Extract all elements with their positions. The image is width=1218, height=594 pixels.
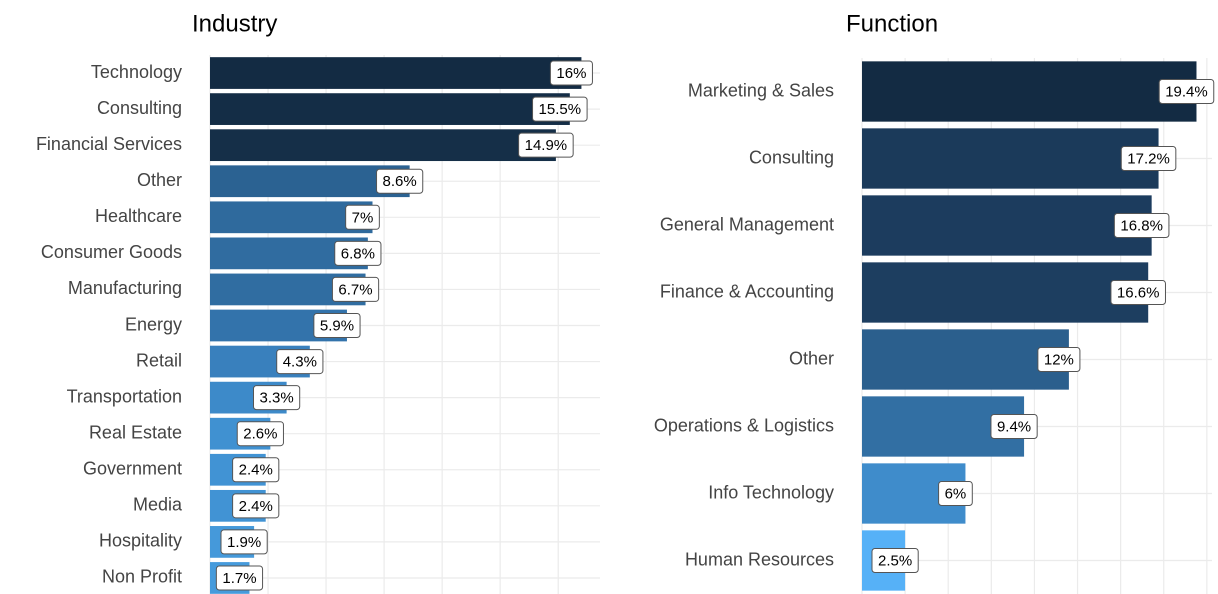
value-label: 1.7% xyxy=(222,570,256,587)
value-label: 17.2% xyxy=(1127,150,1170,167)
y-tick-label: Consulting xyxy=(97,98,182,118)
value-label-box xyxy=(232,457,280,483)
y-tick-label: Human Resources xyxy=(685,549,834,569)
y-tick-label: Consulting xyxy=(749,147,834,167)
y-tick-label: Transportation xyxy=(67,386,182,406)
value-label: 16% xyxy=(556,65,586,82)
y-tick-label: Other xyxy=(789,348,834,368)
value-label-box xyxy=(253,385,301,411)
value-label: 19.4% xyxy=(1165,83,1208,100)
value-label-box xyxy=(518,132,574,158)
value-label-box xyxy=(313,313,361,338)
value-label-box xyxy=(1113,213,1170,238)
y-tick-label: Retail xyxy=(136,350,182,370)
y-tick-label: Energy xyxy=(125,314,182,334)
bar xyxy=(210,93,570,125)
bar xyxy=(862,329,1069,390)
bar xyxy=(862,262,1149,323)
bar xyxy=(862,61,1197,122)
y-tick-label: Real Estate xyxy=(89,422,182,442)
value-label-box xyxy=(276,349,324,375)
y-tick-label: Finance & Accounting xyxy=(660,281,834,301)
value-label: 2.5% xyxy=(878,552,912,569)
value-label: 7% xyxy=(352,209,374,226)
value-label-box xyxy=(1037,347,1081,372)
value-label: 8.6% xyxy=(383,173,417,190)
value-label-box xyxy=(1158,79,1215,104)
y-tick-label: Technology xyxy=(91,62,182,82)
y-tick-label: Operations & Logistics xyxy=(654,415,834,435)
value-label-box xyxy=(345,204,380,230)
value-label-box xyxy=(549,60,593,86)
y-tick-label: Info Technology xyxy=(708,482,834,502)
value-label: 5.9% xyxy=(320,317,354,334)
chart-title: Function xyxy=(846,10,938,37)
y-tick-label: Media xyxy=(133,495,183,515)
y-tick-label: Healthcare xyxy=(95,206,182,226)
y-tick-label: Government xyxy=(83,459,182,479)
value-label-box xyxy=(1110,280,1166,305)
value-label: 4.3% xyxy=(283,354,317,371)
y-tick-label: Consumer Goods xyxy=(41,242,182,262)
value-label: 2.6% xyxy=(243,426,277,443)
value-label-box xyxy=(334,240,382,266)
value-label-box xyxy=(1120,146,1177,171)
value-label-box xyxy=(376,168,424,194)
chart-title: Industry xyxy=(192,10,277,37)
bar xyxy=(862,128,1159,189)
y-tick-label: General Management xyxy=(660,214,834,234)
value-label: 3.3% xyxy=(260,390,294,407)
value-label-box xyxy=(220,529,268,555)
bar xyxy=(210,57,582,89)
bar xyxy=(862,195,1152,256)
value-label: 6.7% xyxy=(338,281,372,298)
value-label-box xyxy=(871,548,919,573)
value-label-box xyxy=(236,421,284,447)
y-tick-label: Manufacturing xyxy=(68,278,182,298)
y-tick-label: Financial Services xyxy=(36,134,182,154)
value-label: 16.6% xyxy=(1117,284,1160,301)
value-label: 14.9% xyxy=(525,137,568,154)
value-label: 1.9% xyxy=(227,534,261,551)
value-label: 16.8% xyxy=(1120,217,1163,234)
value-label: 9.4% xyxy=(997,418,1031,435)
value-label: 6.8% xyxy=(341,245,375,262)
value-label-box xyxy=(990,414,1038,439)
value-label: 15.5% xyxy=(539,101,582,118)
value-label-box xyxy=(938,481,973,506)
value-label: 2.4% xyxy=(239,498,273,515)
value-label-box xyxy=(232,493,280,519)
y-tick-label: Hospitality xyxy=(99,531,182,551)
value-label: 6% xyxy=(945,485,967,502)
bar xyxy=(210,129,556,162)
value-label-box xyxy=(215,565,264,591)
y-tick-label: Marketing & Sales xyxy=(688,80,834,100)
value-label: 2.4% xyxy=(239,462,273,479)
value-label-box xyxy=(532,96,588,122)
y-tick-label: Non Profit xyxy=(102,567,182,587)
y-tick-label: Other xyxy=(137,170,182,190)
value-label-box xyxy=(331,276,380,302)
value-label: 12% xyxy=(1044,351,1074,368)
